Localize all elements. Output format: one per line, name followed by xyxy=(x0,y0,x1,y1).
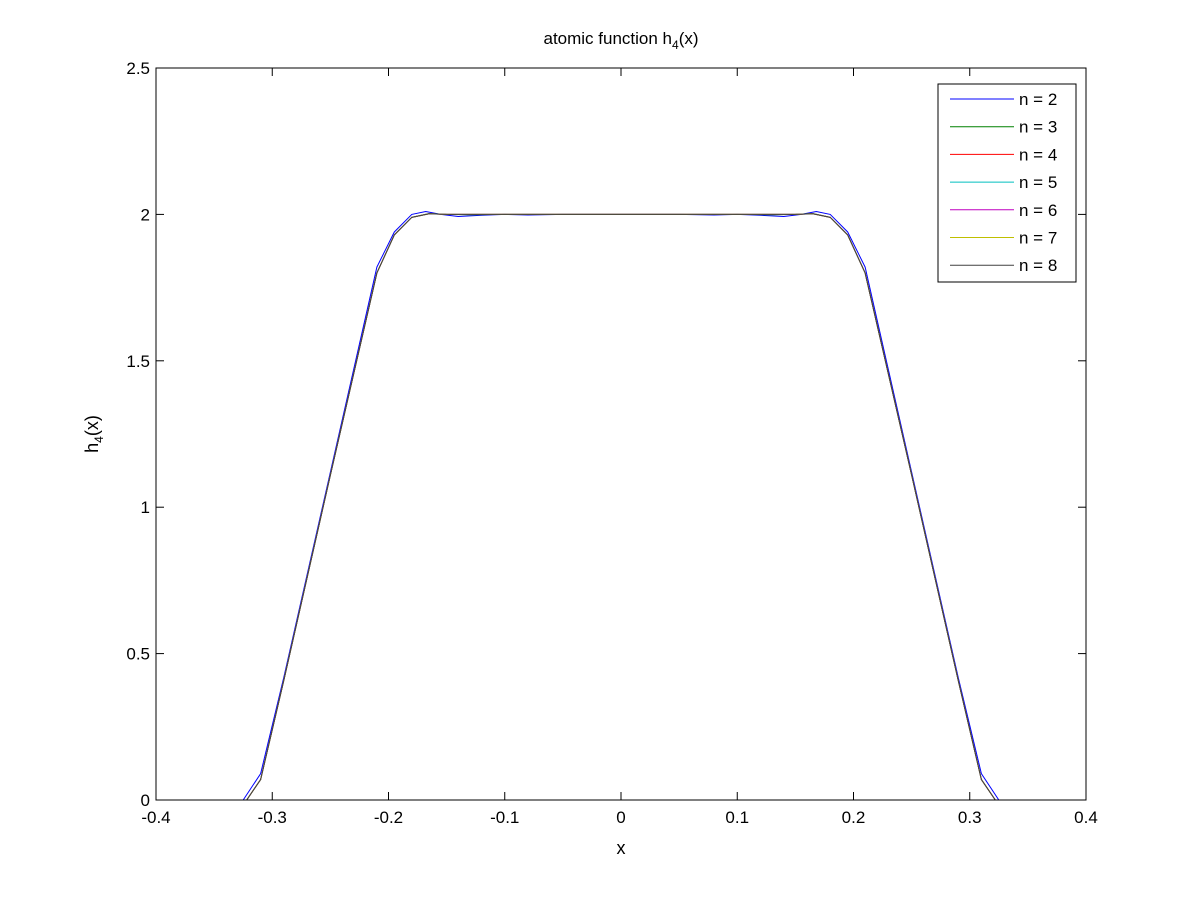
y-tick-label: 0.5 xyxy=(126,645,150,664)
legend-label: n = 7 xyxy=(1019,229,1057,248)
x-tick-label: 0 xyxy=(616,808,625,827)
x-tick-label: 0.1 xyxy=(725,808,749,827)
chart-title-sub: 4 xyxy=(672,38,679,52)
x-tick-label: -0.1 xyxy=(490,808,519,827)
series-layer xyxy=(156,210,1086,800)
legend-label: n = 6 xyxy=(1019,201,1057,220)
legend-item: n = 5 xyxy=(950,173,1057,192)
legend-label: n = 3 xyxy=(1019,118,1057,137)
y-axis-label-tail: (x) xyxy=(82,415,102,436)
series-line-7 xyxy=(156,213,1086,800)
x-axis-label: x xyxy=(617,838,626,858)
chart-title-tail: (x) xyxy=(679,29,699,48)
y-tick-label: 2.5 xyxy=(126,59,150,78)
y-tick-label: 2 xyxy=(141,205,150,224)
legend-item: n = 4 xyxy=(950,145,1057,164)
legend-label: n = 2 xyxy=(1019,90,1057,109)
y-tick-label: 0 xyxy=(141,791,150,810)
x-tick-label: -0.2 xyxy=(374,808,403,827)
legend-item: n = 6 xyxy=(950,201,1057,220)
legend: n = 2 n = 3 n = 4 n = 5 n = 6 n = 7 n = 8 xyxy=(937,83,1077,283)
legend-item: n = 3 xyxy=(950,118,1057,137)
legend-item: n = 2 xyxy=(950,90,1057,109)
y-axis-label-base: h xyxy=(82,443,102,453)
tick-labels-layer: -0.4 -0.3 -0.2 -0.1 0 0.1 0.2 0.3 0.4 0 0.5 1 1.5 2 2.… xyxy=(126,59,1097,827)
x-tick-label: 0.3 xyxy=(958,808,982,827)
legend-item: n = 7 xyxy=(950,229,1057,248)
legend-label: n = 8 xyxy=(1019,256,1057,275)
y-tick-label: 1.5 xyxy=(126,352,150,371)
y-tick-label: 1 xyxy=(141,498,150,517)
y-axis-label: h4(x) xyxy=(82,415,106,453)
legend-item: n = 8 xyxy=(950,256,1057,275)
ticks-layer xyxy=(155,67,1087,801)
chart-title-base: atomic function h xyxy=(543,29,672,48)
x-tick-label: 0.4 xyxy=(1074,808,1098,827)
x-tick-label: -0.4 xyxy=(141,808,170,827)
x-tick-label: -0.3 xyxy=(258,808,287,827)
chart-title: atomic function h4(x) xyxy=(543,29,698,52)
legend-box xyxy=(937,83,1077,283)
legend-label: n = 5 xyxy=(1019,173,1057,192)
plot-area xyxy=(156,68,1086,800)
legend-label: n = 4 xyxy=(1019,145,1057,164)
y-axis-label-sub: 4 xyxy=(92,436,106,443)
x-tick-label: 0.2 xyxy=(842,808,866,827)
